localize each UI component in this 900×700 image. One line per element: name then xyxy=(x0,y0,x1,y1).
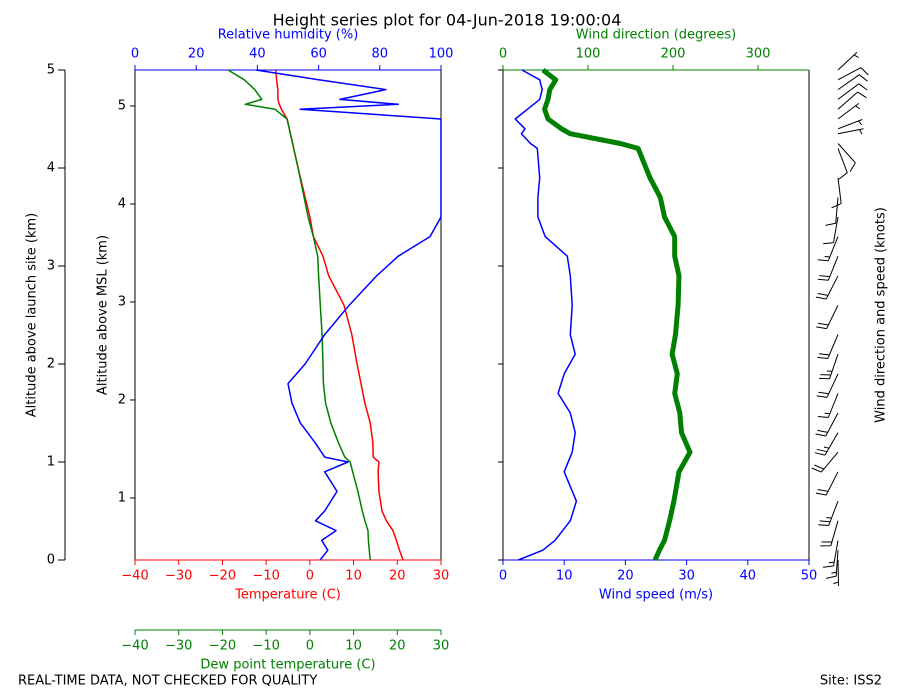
x-axis-label: Dew point temperature (C) xyxy=(200,658,375,673)
x-tick-label: 40 xyxy=(740,569,757,584)
wind-barb xyxy=(837,143,856,172)
wind-barb xyxy=(816,373,839,398)
x-tick-label: −30 xyxy=(165,639,192,654)
y-axis-label: Altitude above launch site (km) xyxy=(25,213,40,417)
y-tick-label: 1 xyxy=(47,455,55,470)
wind-barb xyxy=(817,393,839,418)
wind-barb xyxy=(831,177,842,209)
y2-tick-label: 3 xyxy=(118,294,126,309)
x-tick-label: 100 xyxy=(576,47,601,62)
x-tick-label: −30 xyxy=(165,569,192,584)
footer-note: REAL-TIME DATA, NOT CHECKED FOR QUALITY xyxy=(18,674,317,689)
x-tick-label: 20 xyxy=(188,47,205,62)
x-tick-label: −40 xyxy=(121,569,148,584)
y-tick-label: 5 xyxy=(47,63,55,78)
wind-barb xyxy=(837,51,859,71)
y-tick-label: 3 xyxy=(47,259,55,274)
profile-line xyxy=(255,69,442,561)
x-axis-label: Wind direction (degrees) xyxy=(576,28,736,43)
x-tick-label: 30 xyxy=(433,639,450,654)
wind-barb xyxy=(815,275,839,300)
y2-tick-label: 5 xyxy=(118,98,126,113)
wind-barb xyxy=(815,471,839,496)
x-axis-label: Wind speed (m/s) xyxy=(599,588,713,603)
x-axis-label: Relative humidity (%) xyxy=(218,28,359,43)
wind-barb xyxy=(837,91,867,110)
wind-barb xyxy=(837,103,861,120)
y-tick-label: 4 xyxy=(47,161,55,176)
y2-tick-label: 1 xyxy=(118,490,126,505)
x-tick-label: 80 xyxy=(372,47,389,62)
x-tick-label: 30 xyxy=(678,569,695,584)
figure-title: Height series plot for 04-Jun-2018 19:00… xyxy=(273,11,622,30)
x-tick-label: −40 xyxy=(121,639,148,654)
y-tick-label: 2 xyxy=(47,357,55,372)
profile-line xyxy=(541,68,693,562)
x-tick-label: 20 xyxy=(389,569,406,584)
wind-barb xyxy=(817,236,839,262)
wind-barb xyxy=(817,256,839,281)
x-axis-label: Temperature (C) xyxy=(234,588,341,603)
wind-barb xyxy=(817,334,839,359)
y2-tick-label: 2 xyxy=(118,392,126,407)
x-tick-label: 10 xyxy=(345,639,362,654)
y-tick-label: 0 xyxy=(47,553,55,568)
x-tick-label: 300 xyxy=(746,47,771,62)
wind-barb xyxy=(837,74,868,91)
x-tick-label: 50 xyxy=(801,569,818,584)
x-tick-label: 10 xyxy=(556,569,573,584)
wind-barb xyxy=(825,197,839,226)
x-tick-label: 20 xyxy=(389,639,406,654)
wind-barb xyxy=(837,67,869,81)
x-tick-label: 60 xyxy=(310,47,327,62)
site-label: Site: ISS2 xyxy=(820,674,882,689)
y2-axis-label: Altitude above MSL (km) xyxy=(96,235,111,395)
x-tick-label: −10 xyxy=(252,569,279,584)
x-tick-label: −10 xyxy=(252,639,279,654)
profile-line xyxy=(227,69,371,561)
wind-barb xyxy=(837,148,848,180)
wind-barb xyxy=(815,412,839,437)
x-tick-label: −20 xyxy=(209,569,236,584)
wind-barb xyxy=(820,520,839,547)
wind-barb xyxy=(823,216,839,245)
wind-barb xyxy=(837,128,864,135)
wind-barb xyxy=(837,119,863,130)
x-tick-label: 0 xyxy=(131,47,139,62)
x-tick-label: −20 xyxy=(209,639,236,654)
barb-axis-label: Wind direction and speed (knots) xyxy=(874,207,889,423)
wind-barb xyxy=(833,559,839,587)
wind-barb xyxy=(819,354,839,380)
wind-barb xyxy=(814,432,839,456)
wind-barb xyxy=(837,83,868,100)
x-tick-label: 0 xyxy=(306,639,314,654)
x-tick-label: 0 xyxy=(499,569,507,584)
x-tick-label: 0 xyxy=(499,47,507,62)
x-tick-label: 20 xyxy=(617,569,634,584)
x-tick-label: 100 xyxy=(429,47,454,62)
wind-barb xyxy=(825,550,839,579)
x-tick-label: 30 xyxy=(433,569,450,584)
x-tick-label: 200 xyxy=(661,47,686,62)
wind-barb xyxy=(823,540,839,568)
x-tick-label: 10 xyxy=(345,569,362,584)
wind-barb xyxy=(818,501,839,526)
x-tick-label: 0 xyxy=(306,569,314,584)
wind-barb xyxy=(811,451,839,473)
x-tick-label: 40 xyxy=(249,47,266,62)
wind-barb xyxy=(816,304,839,330)
profile-line xyxy=(514,69,578,561)
profile-line xyxy=(275,69,404,561)
y2-tick-label: 4 xyxy=(118,196,126,211)
